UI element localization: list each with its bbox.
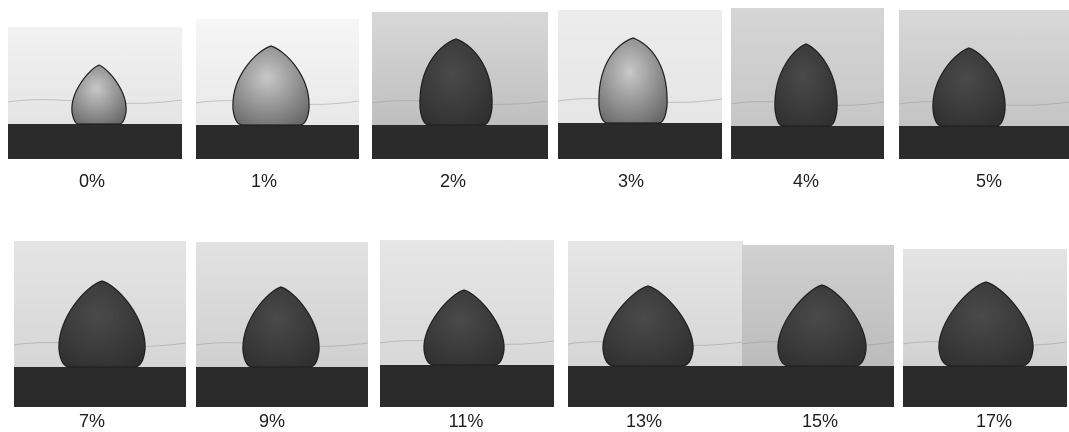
droplet [777, 284, 867, 367]
concentration-label: 5% [975, 171, 1002, 191]
droplet-image-7 [14, 241, 186, 407]
droplet [242, 286, 320, 368]
droplet-image-4 [558, 10, 722, 159]
concentration-label: 2% [439, 171, 466, 191]
droplet [419, 38, 493, 126]
substrate [380, 365, 554, 407]
substrate [899, 126, 1069, 159]
droplet [423, 289, 505, 366]
droplet [232, 45, 310, 126]
droplet [602, 285, 694, 367]
droplet-image-2 [196, 19, 359, 159]
concentration-label: 11% [448, 411, 484, 431]
droplet-image-9 [380, 240, 554, 407]
droplet-image-10 [568, 241, 743, 407]
droplet-image-6 [899, 10, 1069, 159]
droplet-image-12 [903, 249, 1067, 407]
droplet [938, 281, 1034, 367]
substrate [903, 366, 1067, 407]
concentration-label: 9% [258, 411, 285, 431]
droplet-image-1 [8, 27, 182, 159]
substrate [372, 125, 548, 159]
droplet [71, 64, 127, 125]
concentration-label: 13% [625, 411, 663, 431]
droplet [598, 37, 668, 124]
substrate [196, 125, 359, 159]
substrate [196, 367, 368, 407]
concentration-label: 0% [78, 171, 105, 191]
concentration-label: 15% [801, 411, 839, 431]
concentration-label: 17% [975, 411, 1013, 431]
substrate [742, 366, 894, 407]
droplet-image-5 [731, 8, 884, 159]
concentration-label: 1% [250, 171, 277, 191]
droplet-image-8 [196, 242, 368, 407]
concentration-label: 3% [617, 171, 644, 191]
droplet [932, 47, 1006, 127]
substrate [568, 366, 743, 407]
concentration-label: 7% [78, 411, 105, 431]
droplet-image-3 [372, 12, 548, 159]
droplet [774, 43, 838, 127]
substrate [8, 124, 182, 159]
droplet [58, 280, 146, 368]
concentration-label: 4% [792, 171, 819, 191]
droplet-image-11 [742, 245, 894, 407]
substrate [558, 123, 722, 159]
substrate [731, 126, 884, 159]
substrate [14, 367, 186, 407]
